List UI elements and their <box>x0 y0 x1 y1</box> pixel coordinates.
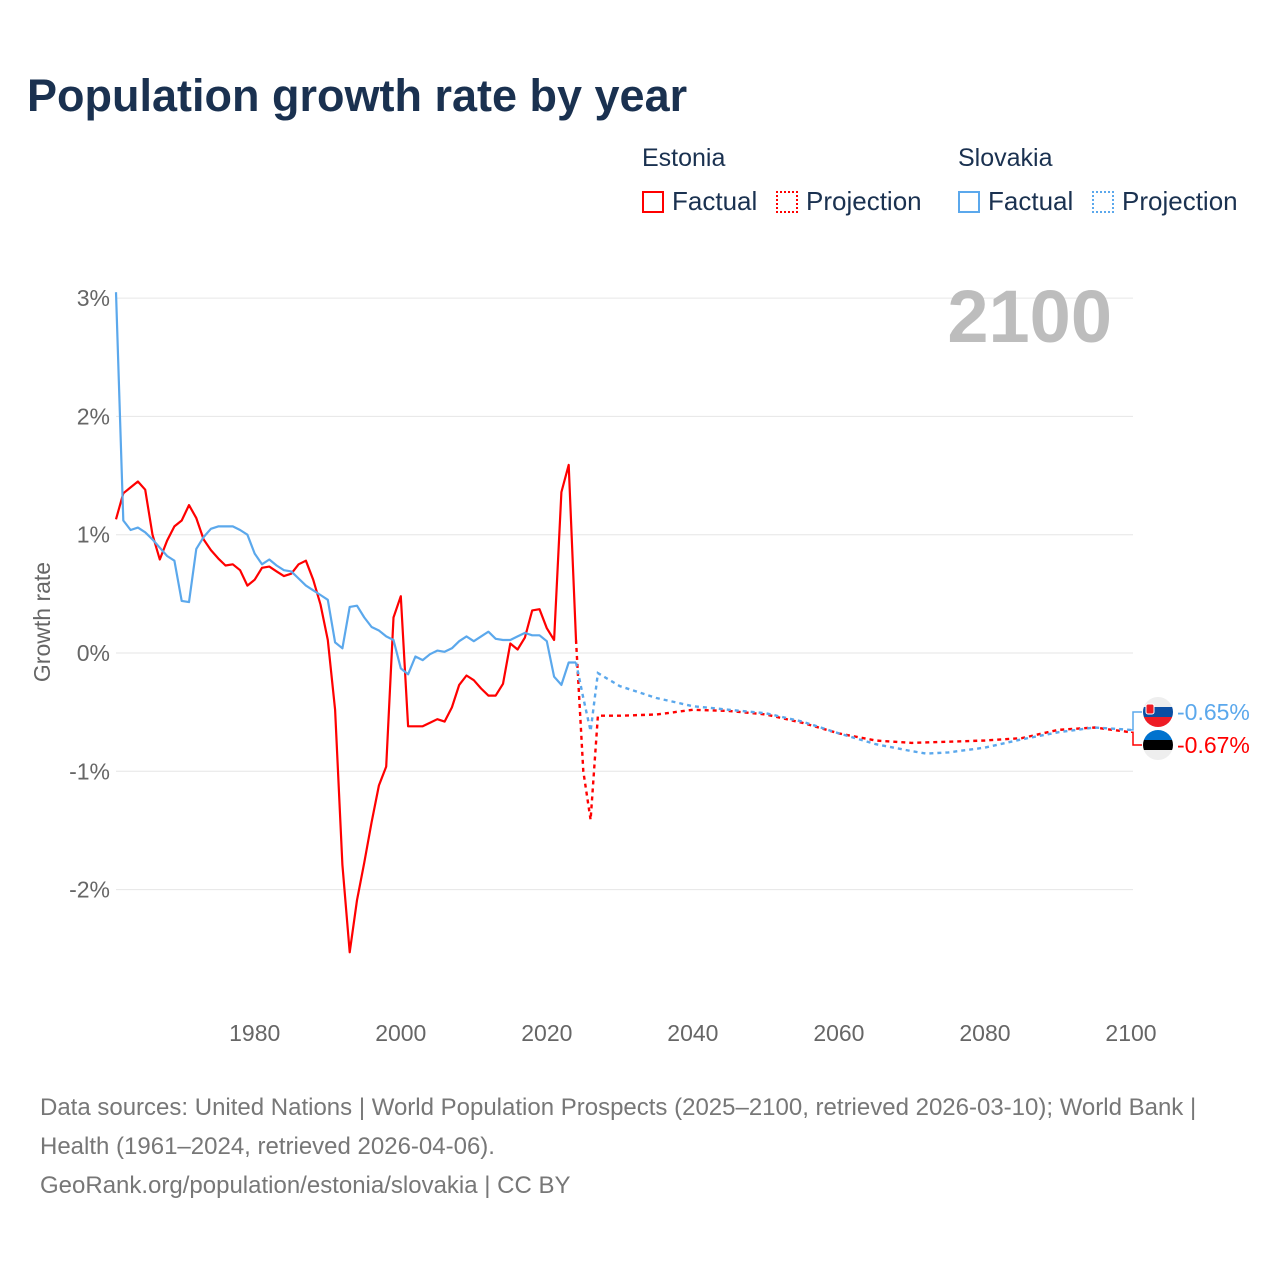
estonia-connector <box>1131 731 1142 746</box>
legend-slovakia-projection[interactable]: Projection <box>1092 186 1238 217</box>
credit-link[interactable]: GeoRank.org/population/estonia/slovakia … <box>40 1172 571 1199</box>
x-tick-label: 2000 <box>375 1020 426 1046</box>
legend-label: Factual <box>988 186 1074 216</box>
legend-group-slovakia: Slovakia <box>958 144 1053 172</box>
legend-estonia-projection[interactable]: Projection <box>776 186 922 217</box>
x-tick-label: 2020 <box>521 1020 572 1046</box>
flag-shield <box>1145 703 1155 715</box>
y-tick-label: -1% <box>69 758 110 784</box>
legend-label: Factual <box>672 186 758 216</box>
estonia-projection-line <box>574 639 1132 820</box>
slovakia-connector <box>1131 711 1142 731</box>
solid-swatch-icon <box>958 190 980 213</box>
flag-black <box>1143 740 1173 750</box>
flag-blue <box>1143 730 1173 740</box>
flag-red <box>1143 717 1173 727</box>
dotted-swatch-icon <box>1092 190 1114 213</box>
legend-label: Projection <box>806 186 922 216</box>
flag-blue <box>1143 707 1173 717</box>
data-sources: Data sources: United Nations | World Pop… <box>40 1094 1197 1160</box>
chart-plot: 3% 2% 1% 0% -1% -2% 1980 2000 2020 2040 2060 2080 21… <box>29 275 1250 1046</box>
slovakia-end-label: -0.65% <box>1177 699 1250 725</box>
x-tick-label: 2080 <box>959 1020 1010 1046</box>
footer: Data sources: United Nations | World Pop… <box>40 1088 1240 1205</box>
x-tick-label: 2060 <box>813 1020 864 1046</box>
x-tick-label: 1980 <box>229 1020 280 1046</box>
year-label: 2100 <box>947 275 1112 358</box>
chart-title: Population growth rate by year <box>27 70 688 121</box>
y-tick-label: 3% <box>77 285 110 311</box>
y-tick-label: 2% <box>77 403 110 429</box>
legend-estonia-factual[interactable]: Factual <box>642 186 757 217</box>
y-tick-label: 1% <box>77 522 110 548</box>
y-axis-label: Growth rate <box>29 562 55 682</box>
flag-white <box>1143 750 1173 760</box>
legend-group-estonia: Estonia <box>642 144 726 172</box>
y-tick-label: 0% <box>77 640 110 666</box>
slovakia-flag-icon <box>1143 697 1173 727</box>
slovakia-projection-line <box>574 662 1132 755</box>
estonia-end-label: -0.67% <box>1177 732 1250 758</box>
legend-label: Projection <box>1122 186 1238 216</box>
y-tick-label: -2% <box>69 877 110 903</box>
slovakia-factual-line <box>114 292 576 687</box>
solid-swatch-icon <box>642 190 664 213</box>
x-tick-label: 2100 <box>1105 1020 1156 1046</box>
estonia-flag-icon <box>1143 730 1173 760</box>
x-tick-label: 2040 <box>667 1020 718 1046</box>
legend-slovakia-factual[interactable]: Factual <box>958 186 1073 217</box>
dotted-swatch-icon <box>776 190 798 213</box>
estonia-factual-line <box>114 463 578 954</box>
